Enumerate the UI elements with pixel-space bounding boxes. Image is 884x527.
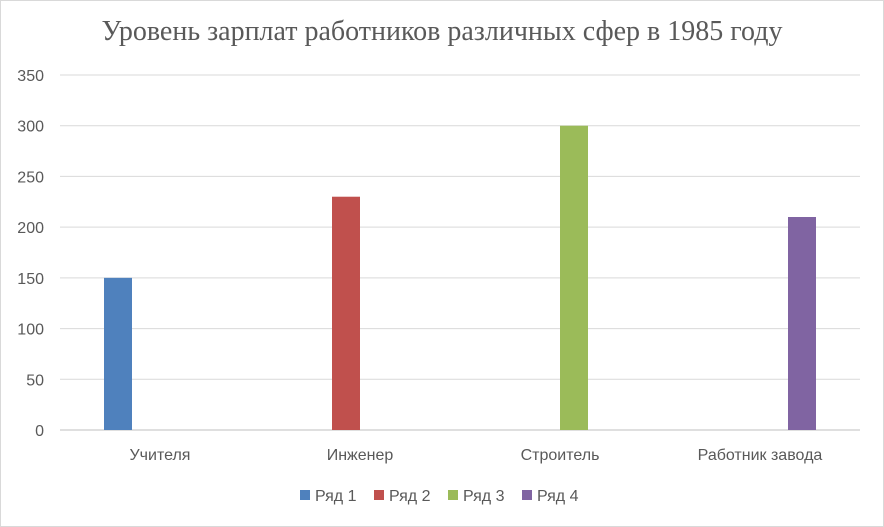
y-tick-label: 200 xyxy=(17,220,44,237)
y-tick-label: 250 xyxy=(17,169,44,186)
bar-3-3 xyxy=(560,125,588,430)
legend-swatch xyxy=(448,490,458,500)
legend: Ряд 1 Ряд 2 Ряд 3 Ряд 4 xyxy=(300,488,579,505)
bar-2-2 xyxy=(332,196,360,430)
bar-1-1 xyxy=(104,277,132,430)
x-category-label: Инженер xyxy=(327,447,394,464)
bar-4-4 xyxy=(788,217,816,430)
legend-swatch xyxy=(522,490,532,500)
x-category-label: Строитель xyxy=(521,447,600,464)
y-tick-label: 50 xyxy=(26,372,44,389)
y-tick-label: 0 xyxy=(35,423,44,440)
x-category-label: Учителя xyxy=(130,447,191,464)
legend-label: Ряд 4 xyxy=(537,488,579,505)
y-tick-label: 100 xyxy=(17,322,44,339)
legend-swatch xyxy=(374,490,384,500)
y-tick-label: 350 xyxy=(17,68,44,85)
legend-swatch xyxy=(300,490,310,500)
x-category-label: Работник завода xyxy=(698,447,823,464)
chart-title: Уровень зарплат работников различных сфе… xyxy=(101,16,783,47)
legend-label: Ряд 2 xyxy=(389,488,431,505)
y-tick-label: 300 xyxy=(17,119,44,136)
x-axis-category-labels: Учителя Инженер Строитель Работник завода xyxy=(130,447,823,464)
y-axis-tick-labels: 0 50 100 150 200 250 300 350 xyxy=(17,68,44,440)
y-tick-label: 150 xyxy=(17,271,44,288)
legend-label: Ряд 3 xyxy=(463,488,505,505)
bars xyxy=(104,125,816,430)
gridlines xyxy=(60,74,860,431)
legend-label: Ряд 1 xyxy=(315,488,357,505)
